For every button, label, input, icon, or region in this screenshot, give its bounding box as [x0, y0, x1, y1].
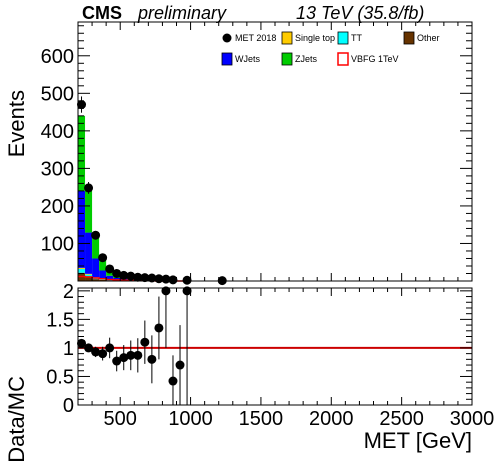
upper-panel: 100 200 300 400 500 600 MET 2018 Single top TT O…: [41, 21, 473, 286]
legend-label: TT: [351, 33, 362, 43]
stack-bar-wjets: [85, 232, 93, 274]
legend-swatch: [337, 31, 349, 45]
upper-y-axis-title: Events: [4, 90, 29, 157]
stacked-histogram: [78, 115, 184, 282]
upper-y-tick-label: 100: [41, 233, 74, 255]
stack-bar-other: [85, 277, 93, 281]
legend-marker: [222, 33, 232, 43]
ratio-point: [175, 360, 185, 370]
ratio-point: [112, 356, 122, 366]
stack-bar-tt: [85, 274, 93, 278]
data-point: [119, 270, 129, 280]
ratio-point: [140, 337, 150, 347]
lower-y-tick-label: 2: [63, 281, 74, 303]
x-tick-label: 500: [104, 408, 137, 430]
stack-bar-tt: [78, 268, 86, 273]
upper-axes: 100 200 300 400 500 600: [41, 21, 473, 282]
lumi-label: 13 TeV (35.8/fb): [296, 3, 424, 23]
legend-label: MET 2018: [235, 33, 276, 43]
stack-bar-wjets: [113, 277, 121, 281]
data-point: [91, 230, 101, 240]
legend-swatch: [281, 52, 293, 66]
stack-bar-zjets: [85, 186, 93, 233]
ratio-point: [126, 350, 136, 360]
ratio-points: [77, 286, 192, 405]
x-tick-label: 1000: [168, 408, 213, 430]
ratio-point: [119, 353, 129, 363]
stack-bar-tt: [99, 279, 107, 280]
ratio-point: [91, 347, 101, 357]
stack-bar-wjets: [78, 190, 86, 268]
ratio-point: [98, 349, 108, 359]
upper-frame: [77, 21, 473, 282]
data-point: [105, 264, 115, 274]
ratio-point: [154, 323, 164, 333]
ratio-point: [133, 350, 143, 360]
lower-y-tick-label: 1: [63, 338, 74, 360]
lower-frame: [77, 287, 473, 406]
legend-label: WJets: [235, 54, 261, 64]
legend-label: VBFG 1TeV: [351, 54, 399, 64]
lower-y-tick-label: 0.5: [46, 366, 74, 388]
legend-swatch: [221, 52, 233, 66]
stack-bar-wjets: [99, 270, 107, 279]
ratio-point: [147, 354, 157, 364]
data-point: [147, 273, 157, 283]
stack-bar-wjets: [106, 275, 114, 280]
upper-y-tick-label: 500: [41, 83, 74, 105]
data-point: [168, 275, 178, 285]
ratio-point: [168, 376, 178, 386]
stack-bar-single-top: [78, 267, 86, 269]
upper-y-tick-label: 200: [41, 196, 74, 218]
ratio-point: [182, 286, 192, 296]
lower-y-axis-title: Data/MC: [4, 376, 29, 463]
upper-y-tick-label: 300: [41, 158, 74, 180]
stack-bar-zjets: [99, 258, 107, 271]
data-point: [112, 268, 122, 278]
stack-bar-other: [99, 279, 107, 281]
data-point: [133, 272, 143, 282]
x-tick-label: 2000: [309, 408, 354, 430]
stack-bar-zjets: [92, 234, 100, 259]
stack-bar-single-top: [85, 273, 93, 275]
data-point: [98, 253, 108, 263]
data-point: [126, 271, 136, 281]
lower-y-tick-label: 0: [63, 395, 74, 417]
lower-y-tick-label: 1.5: [46, 309, 74, 331]
ratio-point: [77, 338, 87, 348]
legend-label: Single top: [295, 33, 335, 43]
x-tick-label: 2500: [379, 408, 424, 430]
upper-y-tick-label: 400: [41, 121, 74, 143]
ratio-point: [105, 343, 115, 353]
legend-label: Other: [417, 33, 440, 43]
preliminary-label: preliminary: [137, 3, 227, 23]
legend-swatch: [403, 31, 415, 45]
data-points: [77, 96, 227, 286]
legend-swatch: [337, 52, 349, 66]
stack-bar-other: [92, 279, 100, 281]
legend: MET 2018 Single top TT Other WJets ZJets VBFG …: [221, 31, 440, 66]
stack-bar-wjets: [92, 258, 100, 278]
x-axis-title: MET [GeV]: [364, 428, 472, 453]
legend-label: ZJets: [295, 54, 318, 64]
data-point: [182, 275, 192, 285]
data-point: [77, 100, 87, 110]
x-tick-label: 3000: [450, 408, 495, 430]
data-point: [140, 273, 150, 283]
upper-y-tick-label: 600: [41, 46, 74, 68]
x-tick-label: 1500: [239, 408, 284, 430]
ratio-point: [161, 286, 171, 296]
cms-label: CMS: [82, 3, 122, 23]
legend-swatch: [281, 31, 293, 45]
data-point: [84, 183, 94, 193]
